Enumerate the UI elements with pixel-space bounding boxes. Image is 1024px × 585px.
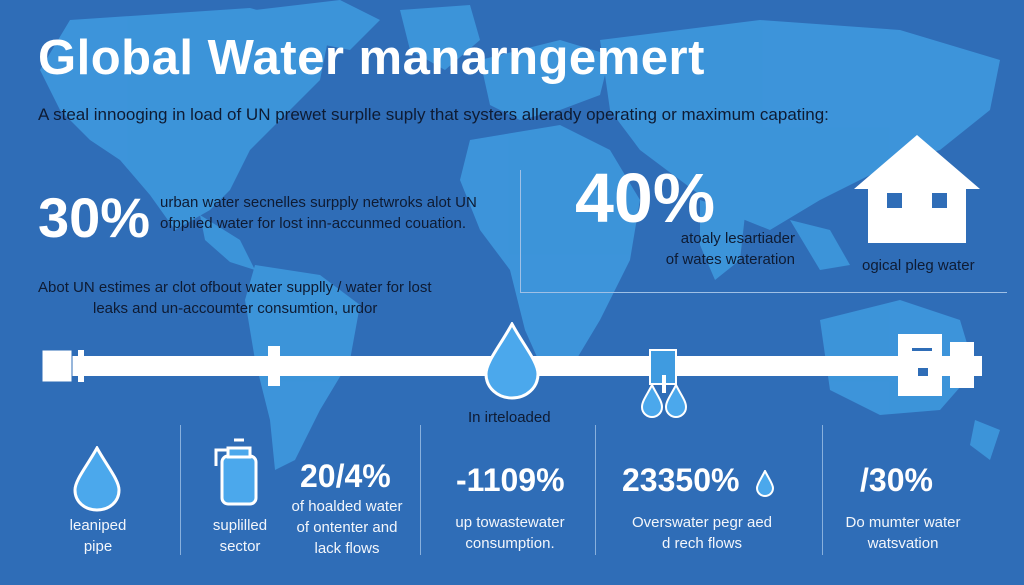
stat-urban-line-2: ofpplied water for lost inn-accunmed cou… [160,215,467,232]
bottom-col-3-line-2: of ontenter and [296,519,398,536]
bottom-col-3-label: of hoalded water of ontenter and lack fl… [282,496,412,559]
note-line-1: Abot UN estimes ar clot ofbout water sup… [38,279,432,296]
pipeline-drop-caption: In irteloaded [468,409,551,426]
column-divider [822,425,823,555]
note-line-2: leaks and un-accoumter consumtion, urdor [93,300,378,317]
stat-center-value: 40% [575,159,716,237]
bottom-col-3-line-3: lack flows [314,540,380,557]
stat-center-description: atoaly lesartiader of wates wateration [625,228,795,270]
leak-drops-icon [640,383,688,419]
column-divider [420,425,421,555]
page-subtitle: A steal innooging in load of UN prewet s… [38,105,829,124]
water-drop-icon [73,446,121,512]
water-drop-icon [484,322,540,400]
bottom-col-2-label: suplilled sector [195,515,285,557]
bottom-col-1-line-1: leaniped [69,517,127,534]
bottom-col-2-line-1: suplilled [212,517,268,534]
bottom-col-4-value: -1109% [456,462,565,498]
house-icon [854,135,980,243]
bottom-col-1-label: leaniped pipe [50,515,146,557]
bottom-col-4-line-2: consumption. [465,535,555,552]
bottom-col-6-label: Do mumter water watsvation [838,512,968,554]
stat-urban-line-1: urban water secnelles surpply netwroks a… [160,194,477,211]
bottom-col-5-value: 23350% [622,462,740,498]
bottom-col-3-line-1: of hoalded water [291,498,403,515]
column-divider [595,425,596,555]
bottom-col-5-line-2: d rech flows [661,535,743,552]
bottom-col-4-line-1: up towastewater [455,514,565,531]
stat-center-line-1: atoaly lesartiader [680,230,795,247]
bottom-col-1-line-2: pipe [83,538,113,555]
bottom-col-5-label: Overswater pegr aed d rech flows [612,512,792,554]
bottom-col-3-value: 20/4% [300,458,391,494]
stat-urban-description: urban water secnelles surpply netwroks a… [160,192,477,234]
bottom-col-6-value: /30% [860,462,933,498]
small-drop-icon [755,470,775,498]
column-divider [180,425,181,555]
note-text: Abot UN estimes ar clot ofbout water sup… [38,277,432,319]
page-title: Global Water manarngemert [38,31,705,85]
stat-urban-value: 30% [38,186,151,249]
bottom-col-5-line-1: Overswater pegr aed [631,514,773,531]
house-caption: ogical pleg water [862,257,975,274]
stat-box-frame [520,170,1007,293]
bottom-col-2-line-2: sector [219,538,261,555]
bottom-col-4-label: up towastewater consumption. [440,512,580,554]
bottom-col-6-line-2: watsvation [867,535,939,552]
water-jug-icon [214,438,258,506]
bottom-col-6-line-1: Do mumter water [845,514,961,531]
stat-center-line-2: of wates wateration [665,251,795,268]
